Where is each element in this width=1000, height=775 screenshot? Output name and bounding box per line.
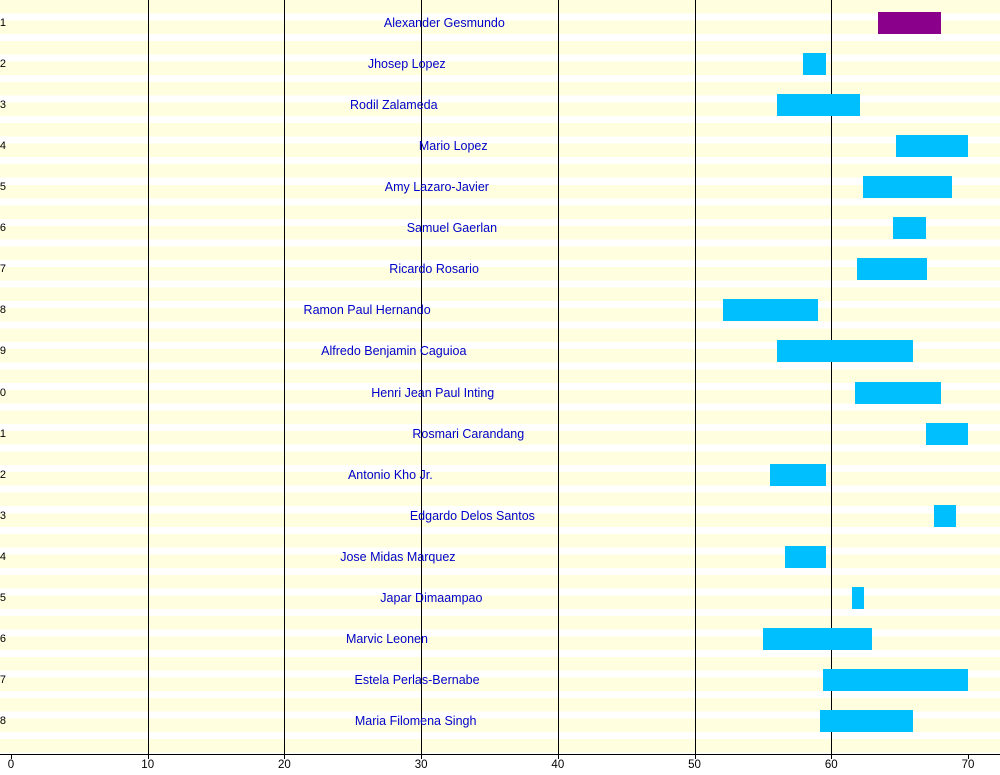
gantt-bar	[857, 258, 927, 281]
gridline-x-50	[694, 0, 696, 754]
row-number: 4	[0, 140, 6, 153]
gantt-bar	[776, 340, 914, 363]
row-number: 18	[0, 715, 6, 728]
row-number: 10	[0, 386, 6, 399]
bar-label: Jhosep Lopez	[367, 57, 446, 72]
row-number: 15	[0, 591, 6, 604]
gantt-bar	[784, 545, 826, 568]
gridline-x-30	[421, 0, 423, 754]
tick-label: 60	[824, 759, 838, 771]
gantt-bar	[820, 710, 914, 733]
tick-label: 0	[7, 759, 15, 771]
gantt-bar	[892, 217, 926, 240]
row-number: 3	[0, 99, 6, 112]
bar-label: Henri Jean Paul Inting	[371, 385, 495, 400]
gantt-bar	[762, 627, 873, 650]
tick-mark	[421, 755, 423, 759]
row-number: 5	[0, 181, 6, 194]
bar-label: Estela Perlas-Bernabe	[354, 672, 480, 687]
bar-label: Ricardo Rosario	[389, 262, 479, 277]
gantt-bar	[776, 94, 860, 117]
bar-label: Maria Filomena Singh	[354, 714, 477, 729]
gantt-bar	[851, 586, 865, 609]
gantt-bar	[925, 422, 968, 445]
bar-label: Rosmari Carandang	[412, 426, 525, 441]
tick-mark	[284, 755, 286, 759]
row-number: 16	[0, 632, 6, 645]
bar-label: Mario Lopez	[418, 139, 488, 154]
row-number: 17	[0, 673, 6, 686]
tick-label: 40	[551, 759, 565, 771]
gridline-x-10	[147, 0, 149, 754]
bar-label: Ramon Paul Hernando	[303, 303, 431, 318]
row-number: 1	[0, 17, 6, 29]
gridline-x-60	[831, 0, 833, 754]
tick-mark	[147, 755, 149, 759]
tick-label: 20	[278, 759, 291, 771]
bar-label: Samuel Gaerlan	[406, 221, 498, 236]
row-number: 9	[0, 345, 6, 358]
tick-label: 10	[141, 759, 155, 771]
row-number: 11	[0, 427, 6, 440]
bar-label: Alexander Gesmundo	[383, 16, 505, 30]
tick-mark	[11, 755, 12, 759]
bar-label: Amy Lazaro-Javier	[384, 180, 489, 195]
gantt-bar	[933, 504, 956, 527]
gantt-bar	[862, 176, 952, 199]
gantt-bar	[854, 381, 941, 404]
tick-label: 30	[414, 759, 428, 771]
gridline-x-20	[284, 0, 286, 754]
plot-area: 1 Alexander Gesmundo 2 Jhosep Lopez 3 Rodil Z…	[0, 0, 1000, 754]
bar-label: Alfredo Benjamin Caguioa	[321, 344, 467, 359]
bar-label: Marvic Leonen	[345, 631, 428, 646]
tick-label: 70	[961, 759, 975, 771]
bar-label: Jose Midas Marquez	[340, 549, 456, 564]
row-number: 12	[0, 468, 6, 481]
bar-label: Edgardo Delos Santos	[409, 508, 535, 523]
tick-mark	[967, 755, 969, 759]
row-number: 2	[0, 58, 6, 71]
bar-label: Rodil Zalameda	[350, 98, 438, 113]
tick-mark	[831, 755, 833, 759]
bar-label: Japar Dimaampao	[380, 590, 483, 605]
row-number: 7	[0, 263, 6, 276]
gantt-bar	[723, 299, 818, 322]
gantt-bar	[802, 53, 826, 76]
gantt-bar	[769, 463, 826, 486]
row-number: 14	[0, 550, 6, 563]
bar-label: Antonio Kho Jr.	[347, 467, 433, 482]
row-number: 13	[0, 509, 6, 522]
gantt-bar	[823, 668, 968, 691]
row-number: 8	[0, 304, 6, 317]
tick-label: 50	[688, 759, 701, 771]
gantt-bar	[895, 135, 968, 158]
x-axis-line	[0, 754, 1000, 755]
gantt-bar	[877, 12, 941, 34]
tick-mark	[694, 755, 696, 759]
gridline-x-40	[557, 0, 559, 754]
row-number: 6	[0, 222, 6, 235]
tick-mark	[557, 755, 559, 759]
